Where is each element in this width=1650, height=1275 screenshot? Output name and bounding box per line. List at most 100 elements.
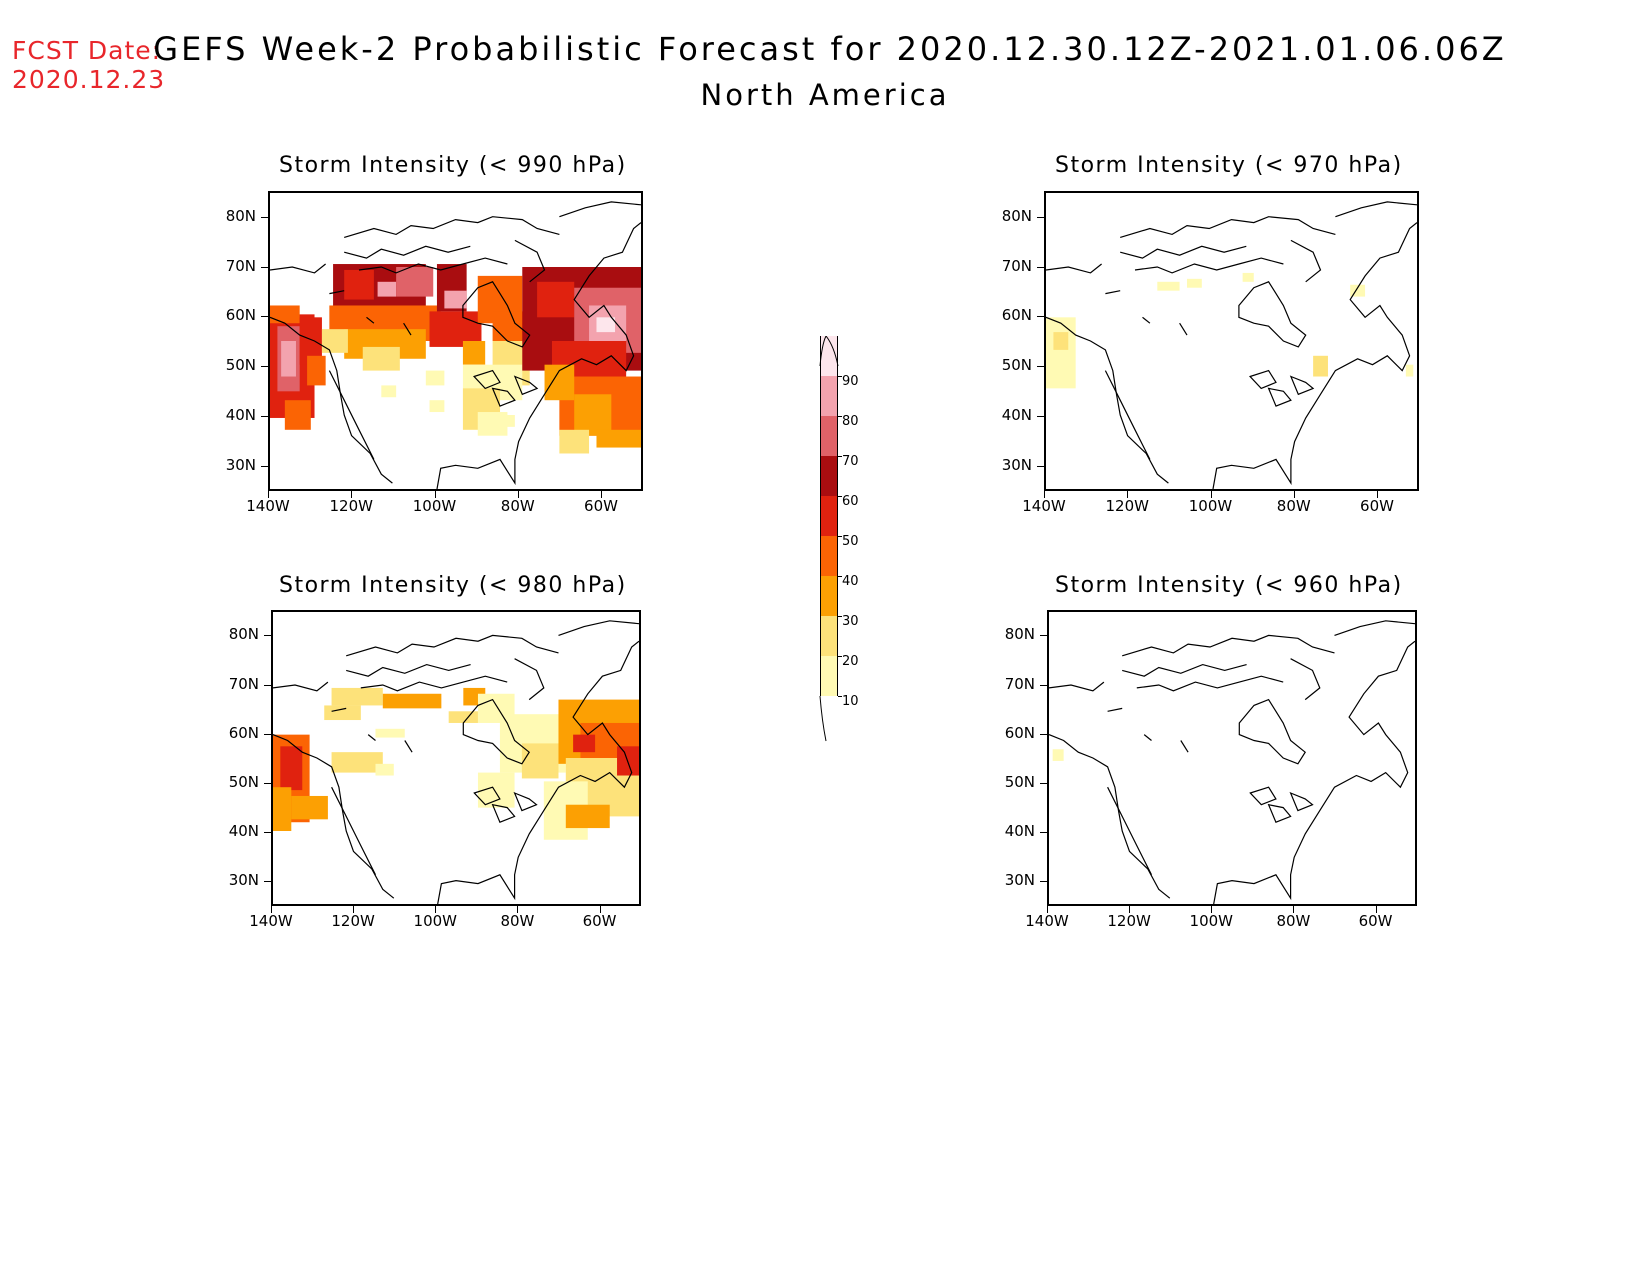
probability-cell: [273, 787, 292, 831]
coastline: [1238, 698, 1306, 765]
lon-tick-label: 140W: [249, 912, 293, 930]
lat-tick-mark: [1037, 266, 1044, 268]
lon-tick-label: 60W: [584, 497, 618, 515]
coastline: [1249, 369, 1277, 390]
page-subtitle: North America: [700, 78, 950, 112]
lon-tick-mark: [268, 491, 269, 498]
lat-tick-label: 30N: [1001, 455, 1032, 474]
coastline: [1267, 803, 1292, 823]
lat-tick-label: 80N: [1001, 206, 1032, 225]
lon-tick-mark: [1375, 906, 1377, 913]
lon-tick-label: 120W: [1107, 912, 1151, 930]
coastline: [462, 698, 530, 765]
coastline: [358, 257, 508, 274]
coastline: [1213, 640, 1415, 904]
lon-tick-label: 120W: [329, 497, 373, 515]
lat-tick-mark: [1040, 635, 1047, 637]
coastline: [491, 803, 516, 823]
lon-tick-mark: [1127, 491, 1129, 498]
coastline: [514, 239, 546, 283]
coastline: [1249, 786, 1277, 806]
map-canvas: [1049, 620, 1415, 904]
colorbar-tick: [838, 456, 842, 457]
colorbar-swatch: [820, 496, 838, 536]
coastline: [473, 786, 501, 806]
coastline: [1238, 281, 1307, 348]
probability-cell: [596, 317, 616, 333]
lat-tick-mark: [264, 881, 271, 883]
colorbar-outline: [819, 336, 839, 742]
lon-tick-mark: [1044, 491, 1045, 498]
map-panel-980: [271, 610, 641, 906]
probability-cell: [500, 415, 515, 427]
probability-cell: [425, 370, 445, 386]
coastline: [514, 658, 545, 701]
lat-tick-label: 50N: [225, 356, 256, 375]
lon-tick-mark: [1293, 906, 1295, 913]
coastline: [491, 387, 516, 407]
coastline: [344, 216, 560, 238]
coastline: [1049, 734, 1171, 899]
lat-tick-label: 50N: [1001, 356, 1032, 375]
probability-cell: [344, 269, 374, 300]
coastline: [329, 290, 345, 295]
coastline: [462, 281, 531, 348]
colorbar-swatch: [820, 456, 838, 496]
fcst-date-label: FCST Date:: [12, 36, 162, 65]
lon-tick-mark: [517, 491, 519, 498]
lat-tick-mark: [261, 366, 268, 368]
probability-cell: [291, 795, 328, 820]
lat-tick-mark: [264, 733, 271, 735]
lat-tick-label: 50N: [1004, 772, 1035, 791]
coastline: [1120, 216, 1336, 238]
probability-cell: [362, 346, 400, 371]
coastline: [344, 245, 471, 259]
coastline: [270, 263, 326, 274]
lat-tick-label: 60N: [225, 306, 256, 325]
coastline: [1107, 707, 1123, 712]
lat-tick-mark: [1037, 216, 1044, 218]
coastline: [331, 786, 377, 876]
coastline: [403, 322, 412, 336]
coastline: [273, 681, 329, 692]
colorbar-label: 70: [842, 454, 859, 469]
lat-tick-label: 70N: [228, 674, 259, 693]
lat-tick-mark: [1040, 733, 1047, 735]
probability-cell: [396, 267, 434, 297]
probability-cell: [573, 734, 596, 753]
probability-cell: [574, 394, 612, 436]
coastline: [1142, 316, 1151, 324]
lat-tick-label: 30N: [1004, 871, 1035, 890]
probability-cell: [1186, 278, 1202, 288]
colorbar-label: 20: [842, 654, 859, 669]
probability-cell: [377, 281, 397, 297]
coastline: [1122, 663, 1247, 677]
colorbar-tick: [838, 616, 842, 617]
lon-tick-label: 100W: [1188, 497, 1233, 515]
map-panel-970: [1044, 191, 1419, 491]
probability-cell: [1350, 284, 1366, 297]
probability-cell: [1053, 332, 1069, 350]
coastline: [1289, 375, 1315, 396]
lon-tick-mark: [1377, 491, 1378, 498]
colorbar-swatch: [820, 656, 838, 696]
map-panel-960: [1047, 610, 1417, 906]
lon-tick-label: 100W: [1189, 912, 1233, 930]
colorbar-tick: [838, 536, 842, 537]
coastline: [513, 791, 538, 812]
lon-tick-label: 80W: [500, 497, 535, 515]
coastline: [1104, 370, 1151, 460]
probability-cell: [321, 329, 348, 353]
lat-tick-mark: [1037, 316, 1044, 318]
lat-tick-mark: [261, 266, 268, 268]
probability-cell: [1313, 355, 1328, 377]
lon-tick-label: 80W: [1276, 497, 1311, 515]
probability-cell: [280, 746, 303, 791]
lon-tick-label: 80W: [500, 912, 535, 930]
coastline: [1049, 681, 1105, 692]
probability-cell: [448, 711, 478, 723]
lon-tick-label: 120W: [1105, 497, 1149, 515]
lat-tick-label: 70N: [1001, 256, 1032, 275]
coastline: [437, 640, 639, 904]
coastline: [367, 734, 376, 741]
